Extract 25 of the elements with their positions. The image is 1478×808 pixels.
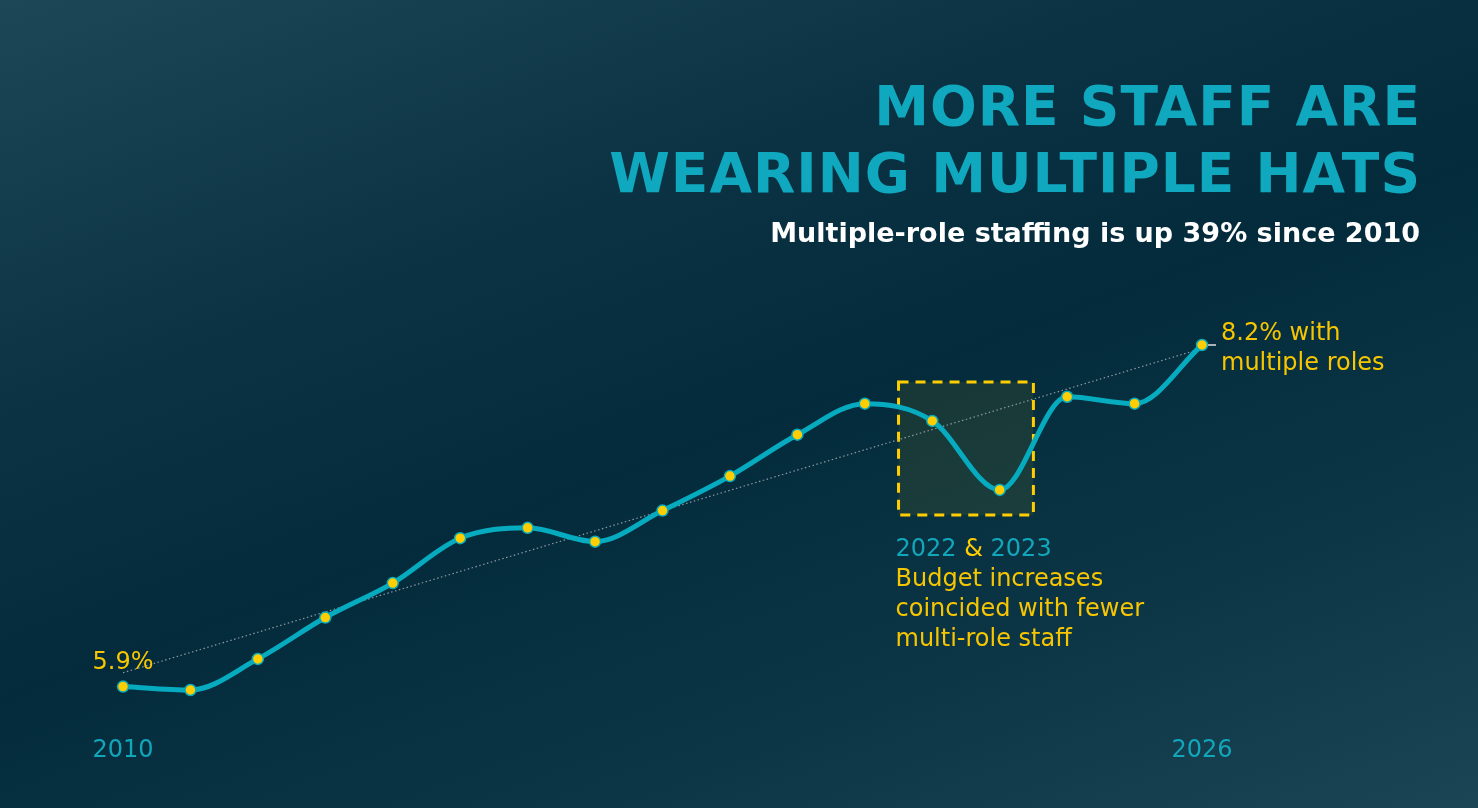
point [184, 683, 197, 697]
point [588, 535, 602, 548]
point [386, 576, 399, 590]
point [116, 680, 130, 693]
point [926, 414, 939, 428]
point [791, 428, 804, 441]
annotation: Budget increases coincided with fewer multi-role staff [895, 563, 1145, 652]
x-tick-label: 2026 [1171, 735, 1233, 763]
point [319, 611, 332, 624]
annotation: 5.9% [92, 646, 154, 675]
point [993, 483, 1006, 497]
point [656, 504, 669, 517]
chart-title: MORE STAFF ARE WEARING MULTIPLE HATS [608, 73, 1421, 207]
point [858, 397, 872, 410]
point [453, 531, 467, 545]
point [1128, 397, 1141, 410]
point [1060, 390, 1074, 403]
annotation: 8.2% with multiple roles [1221, 318, 1385, 376]
chart-subtitle: Multiple-role staffing is up 39% since 2010 [770, 216, 1420, 250]
x-tick-label: 2010 [92, 735, 154, 763]
point [251, 652, 265, 666]
point [1195, 338, 1209, 352]
band-label: 2022 & 2023 [895, 533, 1052, 562]
point [723, 469, 737, 483]
point [521, 521, 534, 535]
